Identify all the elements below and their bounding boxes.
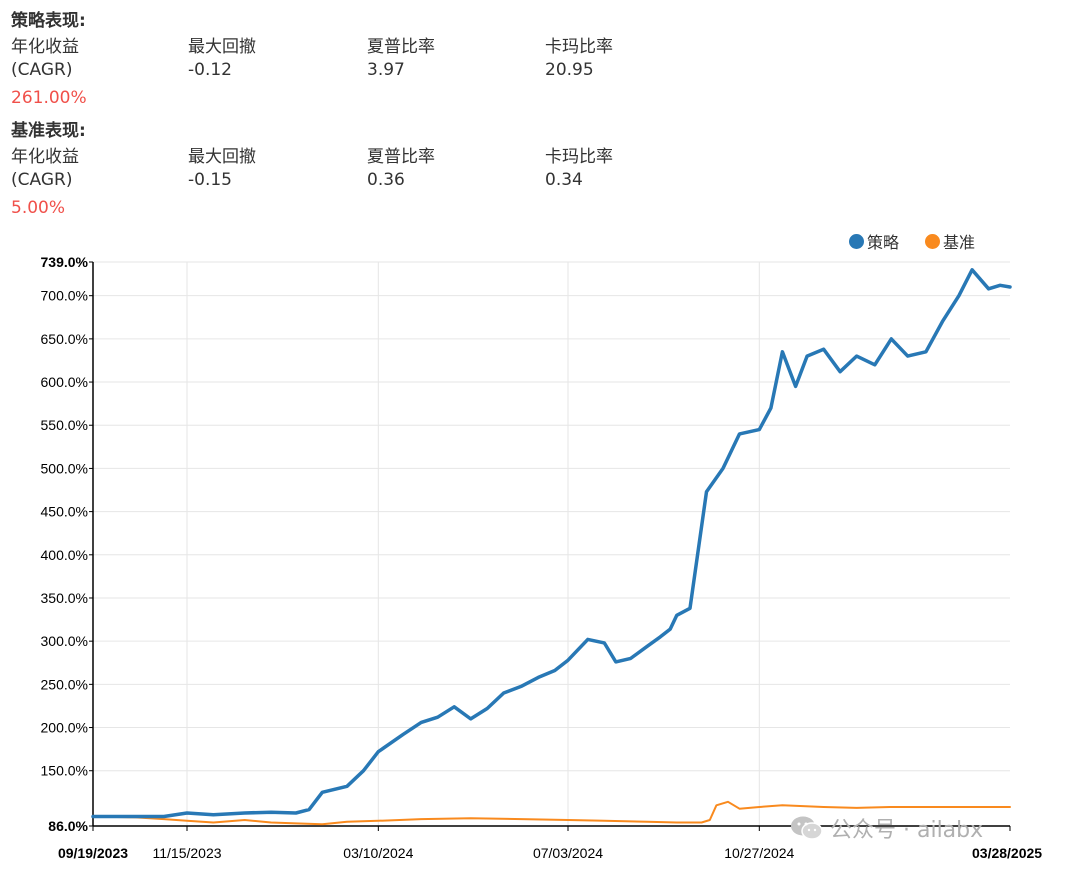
strategy-line — [91, 268, 1012, 819]
benchmark-max-drawdown-value: -0.15 — [188, 170, 232, 190]
y-tick-label: 400.0% — [41, 547, 88, 563]
watermark-text: 公众号 · ailabx — [830, 818, 984, 843]
strategy-calmar-value: 20.95 — [545, 60, 594, 80]
legend-label-strategy: 策略 — [867, 233, 900, 252]
benchmark-cagr-value: 5.00% — [11, 198, 66, 218]
x-axis-tick-labels: 09/19/2023 11/15/2023 03/10/2024 07/03/2024… — [58, 845, 1042, 861]
y-tick-label: 600.0% — [41, 374, 88, 390]
strategy-cagr-value: 261.00% — [11, 88, 87, 108]
benchmark-calmar-value: 0.34 — [545, 170, 583, 190]
strategy-max-drawdown-value: -0.12 — [188, 60, 232, 80]
x-tick-label: 10/27/2024 — [724, 845, 794, 861]
benchmark-max-drawdown-label: 最大回撤 — [188, 147, 256, 167]
legend-label-benchmark: 基准 — [943, 233, 976, 252]
y-tick-label: 86.0% — [48, 818, 88, 834]
x-tick-label: 11/15/2023 — [152, 845, 221, 861]
y-tick-label: 300.0% — [41, 633, 88, 649]
legend-dot-strategy-icon — [849, 233, 864, 249]
chart-series — [91, 268, 1012, 826]
x-tick-label: 09/19/2023 — [58, 845, 128, 861]
benchmark-line — [92, 800, 1011, 826]
horizontal-gridlines — [93, 261, 1010, 827]
strategy-calmar-label: 卡玛比率 — [545, 37, 613, 57]
legend-item-benchmark[interactable]: 基准 — [925, 229, 975, 253]
benchmark-section-title: 基准表现: — [11, 121, 86, 141]
strategy-max-drawdown-label: 最大回撤 — [188, 37, 256, 57]
legend-item-strategy[interactable]: 策略 — [849, 229, 899, 253]
y-tick-label: 350.0% — [41, 590, 88, 606]
y-tick-label: 700.0% — [41, 288, 88, 304]
y-tick-label: 500.0% — [41, 460, 88, 476]
watermark: 公众号 · ailabx — [790, 812, 983, 844]
performance-line-chart: 739.0% 700.0% 650.0% 600.0% 550.0% 500.0% 450.… — [41, 254, 1043, 861]
benchmark-calmar-label: 卡玛比率 — [545, 147, 613, 167]
x-tick-label: 07/03/2024 — [533, 845, 603, 861]
y-axis-tick-labels: 739.0% 700.0% 650.0% 600.0% 550.0% 500.0% 450.… — [41, 254, 89, 834]
strategy-cagr-label-sub: (CAGR) — [11, 60, 73, 80]
strategy-sharpe-label: 夏普比率 — [367, 37, 435, 57]
legend-dot-benchmark-icon — [925, 233, 940, 249]
y-tick-label: 150.0% — [41, 763, 88, 779]
y-tick-label: 200.0% — [41, 720, 88, 736]
strategy-section-title: 策略表现: — [11, 11, 86, 31]
benchmark-sharpe-label: 夏普比率 — [367, 147, 435, 167]
y-tick-label: 739.0% — [41, 254, 89, 270]
y-tick-label: 450.0% — [41, 504, 88, 520]
y-tick-label: 550.0% — [41, 417, 88, 433]
chart-axes — [89, 261, 1011, 831]
strategy-cagr-label: 年化收益 — [11, 37, 79, 57]
x-tick-label: 03/28/2025 — [972, 845, 1042, 861]
y-tick-label: 650.0% — [41, 331, 88, 347]
benchmark-cagr-label: 年化收益 — [11, 147, 79, 167]
x-tick-label: 03/10/2024 — [343, 845, 413, 861]
benchmark-sharpe-value: 0.36 — [367, 170, 405, 190]
y-tick-label: 250.0% — [41, 676, 88, 692]
wechat-icon — [790, 815, 824, 841]
benchmark-cagr-label-sub: (CAGR) — [11, 170, 73, 190]
vertical-gridlines — [186, 262, 760, 826]
strategy-sharpe-value: 3.97 — [367, 60, 405, 80]
